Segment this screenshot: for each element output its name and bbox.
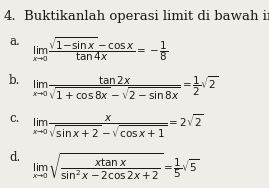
Text: $\lim_{x \to 0} \dfrac{\tan 2x}{\sqrt{1+\cos 8x}-\sqrt{2-\sin 8x}} = \dfrac{1}{2: $\lim_{x \to 0} \dfrac{\tan 2x}{\sqrt{1+… [32, 74, 218, 102]
Text: $\lim_{x \to 0} \sqrt{\dfrac{x\tan x}{\sin^2 x - 2\cos 2x + 2}} = \dfrac{1}{5}\s: $\lim_{x \to 0} \sqrt{\dfrac{x\tan x}{\s… [32, 151, 199, 182]
Text: 4.: 4. [3, 10, 16, 23]
Text: c.: c. [9, 112, 19, 125]
Text: $\lim_{x \to 0} \dfrac{\sqrt{1-\sin x}-\cos x}{\tan 4x} = -\dfrac{1}{8}$: $\lim_{x \to 0} \dfrac{\sqrt{1-\sin x}-\… [32, 35, 168, 64]
Text: d.: d. [9, 151, 20, 164]
Text: Buktikanlah operasi limit di bawah ini.: Buktikanlah operasi limit di bawah ini. [24, 10, 269, 23]
Text: $\lim_{x \to 0} \dfrac{x}{\sqrt{\sin x+2}-\sqrt{\cos x+1}} = 2\sqrt{2}$: $\lim_{x \to 0} \dfrac{x}{\sqrt{\sin x+2… [32, 112, 204, 140]
Text: a.: a. [9, 35, 20, 48]
Text: b.: b. [9, 74, 20, 87]
